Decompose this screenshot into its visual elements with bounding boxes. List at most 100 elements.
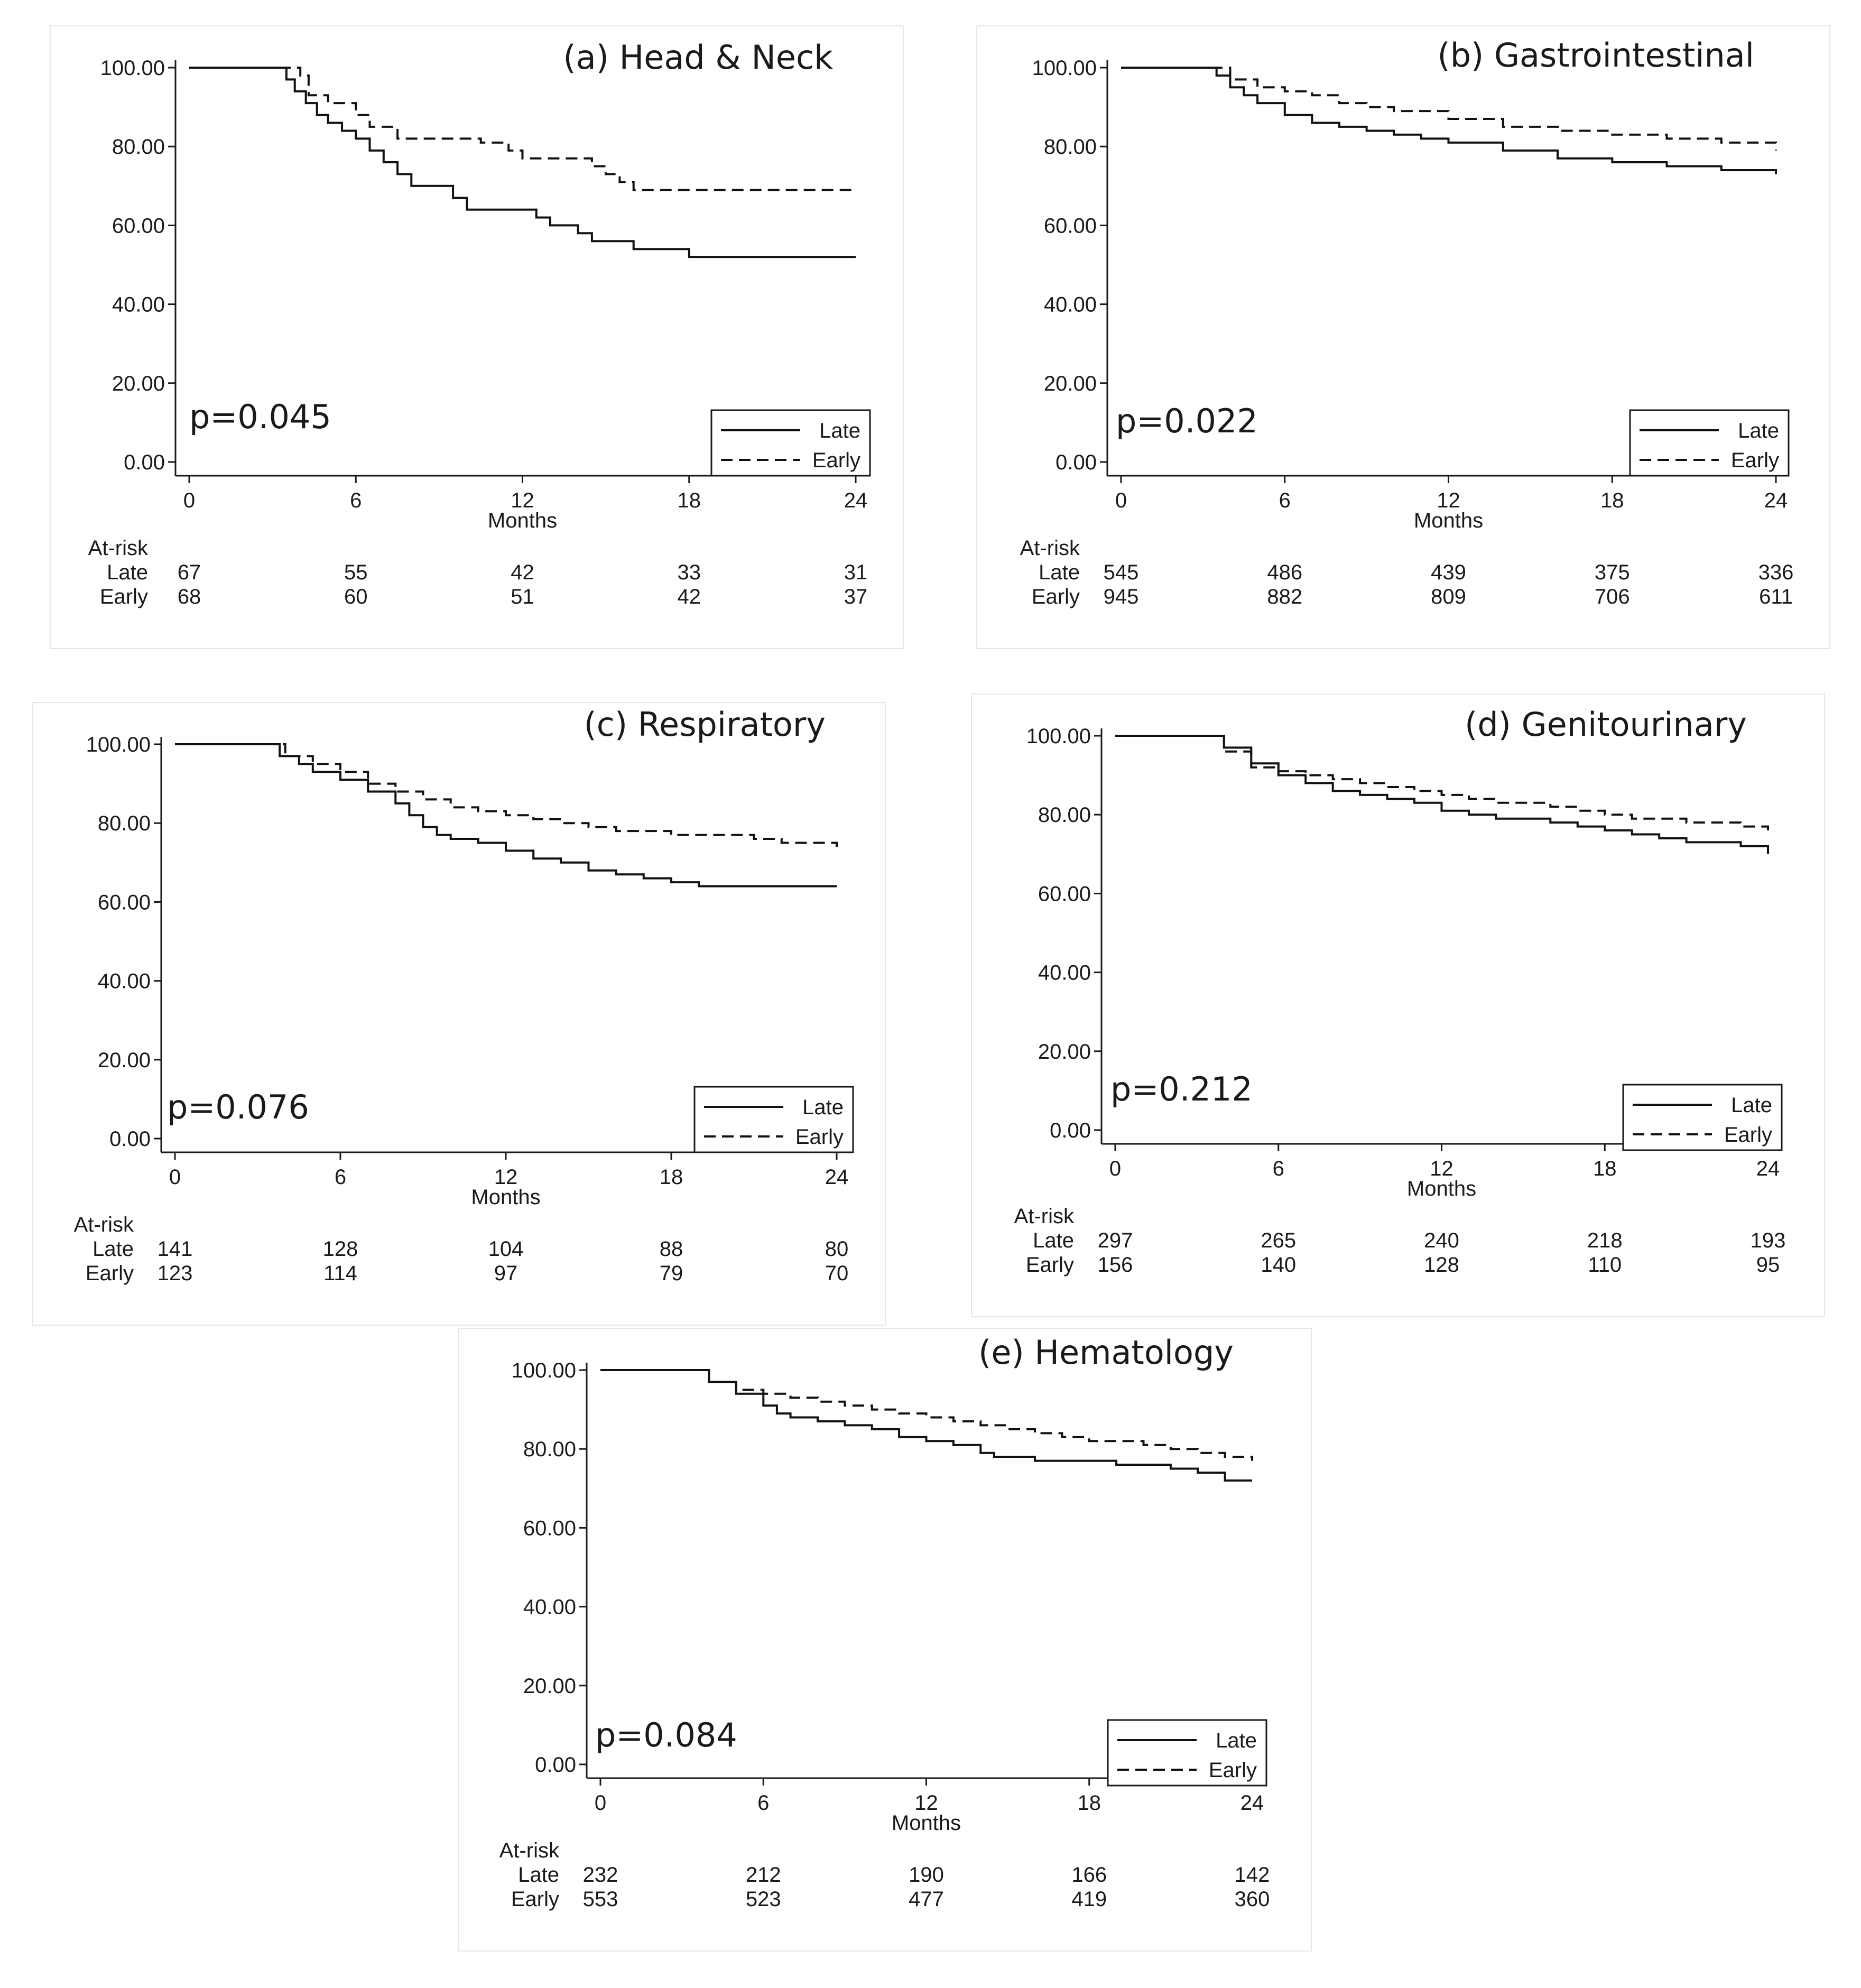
at-risk-count: 360 bbox=[1235, 1888, 1270, 1911]
y-tick-label: 80.00 bbox=[523, 1438, 576, 1461]
at-risk-count: 97 bbox=[494, 1262, 518, 1285]
x-axis-label: Months bbox=[892, 1811, 961, 1835]
at-risk-count: 123 bbox=[158, 1262, 193, 1285]
at-risk-count: 142 bbox=[1235, 1863, 1270, 1887]
x-tick-label: 6 bbox=[335, 1166, 346, 1189]
at-risk-count: 68 bbox=[178, 585, 201, 608]
legend-label-late: Late bbox=[802, 1096, 844, 1119]
at-risk-count: 882 bbox=[1267, 585, 1302, 608]
y-tick-label: 0.00 bbox=[1056, 451, 1097, 474]
p-value-annotation: p=0.084 bbox=[595, 1716, 737, 1754]
x-tick-label: 0 bbox=[169, 1166, 181, 1189]
at-risk-row-label: Early bbox=[1026, 1253, 1074, 1277]
chart-title: (b) Gastrointestinal bbox=[1438, 36, 1754, 75]
x-tick-label: 24 bbox=[1764, 489, 1788, 512]
at-risk-count: 545 bbox=[1104, 561, 1139, 584]
x-tick-label: 24 bbox=[1756, 1157, 1780, 1180]
at-risk-count: 611 bbox=[1759, 585, 1793, 608]
x-tick-label: 12 bbox=[1430, 1157, 1453, 1180]
at-risk-count: 128 bbox=[323, 1237, 358, 1261]
legend-box bbox=[693, 1086, 854, 1153]
x-tick-label: 0 bbox=[183, 489, 195, 512]
at-risk-row-label: Early bbox=[1032, 585, 1080, 608]
at-risk-count: 104 bbox=[488, 1237, 524, 1261]
at-risk-header: At-risk bbox=[74, 1213, 134, 1236]
at-risk-header: At-risk bbox=[88, 537, 149, 560]
at-risk-count: 110 bbox=[1588, 1253, 1622, 1277]
at-risk-row-label: Early bbox=[86, 1262, 134, 1285]
km-panel-hematology: 0.00 20.00 40.00 60.00 80.00 100.00 0 6 12 18 24 Mo… bbox=[458, 1328, 1312, 1952]
y-tick-label: 20.00 bbox=[1038, 1040, 1091, 1064]
at-risk-count: 486 bbox=[1267, 561, 1302, 584]
y-tick-label: 100.00 bbox=[1032, 57, 1097, 80]
at-risk-count: 706 bbox=[1595, 585, 1630, 608]
series-line-late bbox=[1115, 735, 1769, 854]
at-risk-count: 193 bbox=[1751, 1229, 1786, 1252]
x-tick-label: 24 bbox=[1240, 1791, 1264, 1815]
x-tick-label: 6 bbox=[1279, 489, 1291, 512]
x-tick-label: 24 bbox=[825, 1166, 849, 1189]
km-chart-gastrointestinal: 0.00 20.00 40.00 60.00 80.00 100.00 0 6 12 18 24 Mo… bbox=[1020, 36, 1794, 608]
y-tick-label: 40.00 bbox=[1044, 293, 1097, 317]
x-tick-label: 12 bbox=[494, 1166, 518, 1189]
x-axis-label: Months bbox=[471, 1186, 540, 1209]
at-risk-count: 477 bbox=[909, 1888, 944, 1911]
at-risk-count: 42 bbox=[678, 585, 701, 608]
x-tick-label: 18 bbox=[1078, 1791, 1101, 1815]
at-risk-count: 218 bbox=[1587, 1229, 1623, 1252]
at-risk-count: 232 bbox=[583, 1863, 618, 1887]
y-tick-label: 100.00 bbox=[86, 733, 151, 756]
x-tick-label: 18 bbox=[1593, 1157, 1617, 1180]
series-line-early bbox=[600, 1369, 1253, 1461]
at-risk-row-label: Late bbox=[518, 1863, 559, 1887]
at-risk-count: 37 bbox=[844, 585, 868, 608]
at-risk-count: 55 bbox=[344, 561, 368, 584]
series-line-late bbox=[189, 67, 856, 258]
at-risk-count: 33 bbox=[678, 561, 701, 584]
x-tick-label: 12 bbox=[914, 1791, 938, 1815]
y-tick-label: 0.00 bbox=[1050, 1119, 1091, 1142]
km-panel-genitourinary: 0.00 20.00 40.00 60.00 80.00 100.00 0 6 12 18 24 Mo… bbox=[971, 694, 1825, 1317]
y-tick-label: 60.00 bbox=[1044, 214, 1097, 237]
series-line-late bbox=[600, 1369, 1252, 1482]
x-tick-label: 0 bbox=[1109, 1157, 1121, 1180]
x-tick-label: 24 bbox=[844, 489, 868, 512]
at-risk-header: At-risk bbox=[1014, 1205, 1075, 1228]
legend-label-early: Early bbox=[812, 449, 860, 472]
chart-title: (a) Head & Neck bbox=[563, 38, 834, 77]
at-risk-count: 156 bbox=[1098, 1253, 1133, 1277]
legend-label-early: Early bbox=[1724, 1123, 1772, 1146]
at-risk-count: 523 bbox=[746, 1888, 781, 1911]
y-tick-label: 60.00 bbox=[112, 214, 165, 237]
p-value-annotation: p=0.022 bbox=[1116, 402, 1258, 440]
km-chart-head-neck: 0.00 20.00 40.00 60.00 80.00 100.00 0 6 12 18 24 Mo… bbox=[88, 38, 871, 608]
at-risk-count: 375 bbox=[1595, 561, 1630, 584]
at-risk-row-label: Late bbox=[107, 561, 148, 584]
legend-label-late: Late bbox=[1216, 1729, 1257, 1752]
x-tick-label: 6 bbox=[1273, 1157, 1284, 1180]
at-risk-count: 809 bbox=[1431, 585, 1466, 608]
y-tick-label: 40.00 bbox=[523, 1596, 576, 1619]
at-risk-count: 439 bbox=[1431, 561, 1466, 584]
series-line-early bbox=[175, 743, 838, 847]
x-tick-label: 12 bbox=[1437, 489, 1460, 512]
x-axis-label: Months bbox=[1414, 509, 1483, 532]
at-risk-count: 95 bbox=[1756, 1253, 1780, 1277]
at-risk-count: 60 bbox=[344, 585, 368, 608]
x-tick-label: 6 bbox=[350, 489, 362, 512]
at-risk-count: 42 bbox=[511, 561, 534, 584]
y-tick-label: 0.00 bbox=[109, 1127, 151, 1151]
at-risk-count: 419 bbox=[1071, 1888, 1107, 1911]
at-risk-count: 67 bbox=[178, 561, 201, 584]
legend-label-late: Late bbox=[1731, 1094, 1772, 1117]
at-risk-count: 114 bbox=[323, 1262, 357, 1285]
at-risk-row-label: Early bbox=[100, 585, 148, 608]
km-panel-head-neck: 0.00 20.00 40.00 60.00 80.00 100.00 0 6 12 18 24 Mo… bbox=[50, 25, 904, 649]
at-risk-count: 140 bbox=[1261, 1253, 1296, 1277]
at-risk-count: 128 bbox=[1424, 1253, 1459, 1277]
y-tick-label: 40.00 bbox=[112, 293, 165, 317]
p-value-annotation: p=0.076 bbox=[167, 1088, 309, 1126]
series-line-early bbox=[1121, 67, 1777, 151]
y-tick-label: 0.00 bbox=[124, 451, 165, 474]
x-axis-label: Months bbox=[1407, 1177, 1476, 1200]
